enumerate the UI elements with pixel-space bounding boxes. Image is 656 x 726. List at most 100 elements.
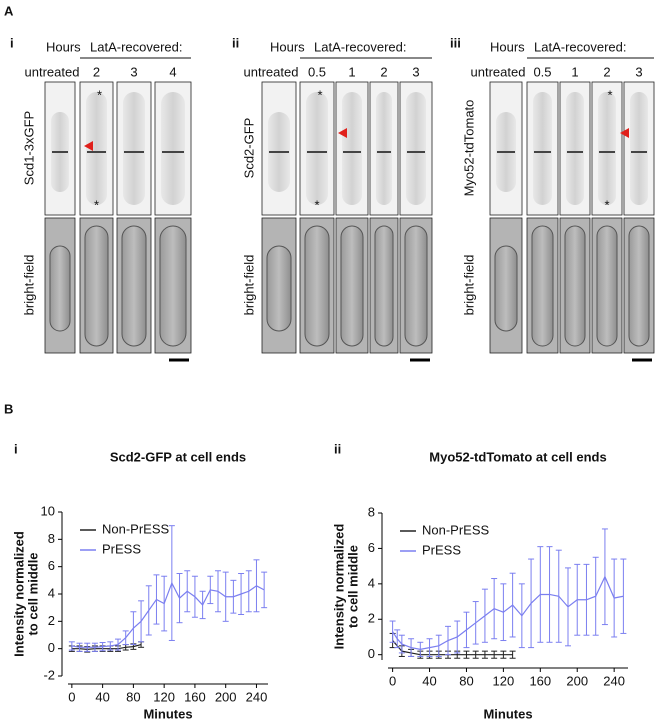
subpanel-label: ii <box>232 35 239 50</box>
subpanel-label: ii <box>334 441 341 456</box>
legend-label: Non-PrESS <box>102 521 170 536</box>
cell <box>596 225 618 347</box>
cell <box>123 92 145 205</box>
cell <box>406 92 426 205</box>
time-label: 1 <box>571 64 578 79</box>
x-tick-label: 200 <box>566 673 588 688</box>
time-label: 0.5 <box>308 64 326 79</box>
y-axis-label: to cell middle <box>345 545 360 628</box>
chart-title: Myo52-tdTomato at cell ends <box>429 449 606 464</box>
cell <box>566 92 584 205</box>
cell <box>533 92 552 205</box>
asterisk: * <box>607 87 612 102</box>
x-tick-label: 240 <box>603 673 625 688</box>
cell <box>564 225 586 347</box>
arrowhead <box>620 128 629 138</box>
cell <box>306 92 328 205</box>
recovered-label: LatA-recovered: <box>314 39 407 54</box>
y-axis-label: to cell middle <box>25 552 40 635</box>
subpanel-label: iii <box>450 35 461 50</box>
cell <box>84 225 109 347</box>
time-label: 0.5 <box>533 64 551 79</box>
x-tick-label: 0 <box>389 673 396 688</box>
brightfield-label: bright-field <box>241 255 256 316</box>
cell <box>161 92 185 205</box>
series-line <box>71 643 142 650</box>
marker-label: Myo52-tdTomato <box>461 100 476 197</box>
cell <box>342 92 362 205</box>
cell <box>86 92 107 205</box>
time-label: 3 <box>130 64 137 79</box>
legend-label: PrESS <box>422 542 461 557</box>
series-line <box>392 640 513 656</box>
arrowhead <box>84 141 93 151</box>
cell <box>266 245 292 332</box>
y-tick-label: 2 <box>368 611 375 626</box>
cell <box>598 92 616 205</box>
arrowhead <box>338 128 347 138</box>
x-tick-label: 160 <box>184 689 206 704</box>
x-tick-label: 80 <box>459 673 473 688</box>
y-tick-label: 6 <box>368 540 375 555</box>
x-tick-label: 200 <box>215 689 237 704</box>
untreated-label: untreated <box>471 64 526 79</box>
asterisk: * <box>94 197 99 212</box>
y-tick-label: 8 <box>368 504 375 519</box>
time-label: 3 <box>635 64 642 79</box>
x-tick-label: 120 <box>153 689 175 704</box>
legend-label: PrESS <box>102 541 141 556</box>
cell <box>376 92 392 205</box>
brightfield-label: bright-field <box>461 255 476 316</box>
y-tick-label: 10 <box>41 503 55 518</box>
time-label: 1 <box>348 64 355 79</box>
hours-label: Hours <box>270 39 305 54</box>
recovered-label: LatA-recovered: <box>534 39 627 54</box>
untreated-label: untreated <box>244 64 299 79</box>
series-line <box>71 581 265 648</box>
x-tick-label: 40 <box>422 673 436 688</box>
x-tick-label: 40 <box>95 689 109 704</box>
brightfield-label: bright-field <box>21 255 36 316</box>
cell <box>374 225 394 347</box>
x-axis-label: Minutes <box>143 706 192 721</box>
y-tick-label: 2 <box>48 613 55 628</box>
cell <box>531 225 554 347</box>
cell <box>121 225 147 347</box>
subpanel-label: i <box>14 441 18 456</box>
cell <box>494 245 518 332</box>
hours-label: Hours <box>490 39 525 54</box>
panel-label: A <box>4 3 14 18</box>
x-axis-label: Minutes <box>483 706 532 721</box>
x-tick-label: 160 <box>529 673 551 688</box>
y-tick-label: 6 <box>48 558 55 573</box>
asterisk: * <box>97 87 102 102</box>
legend-label: Non-PrESS <box>422 522 490 537</box>
cell <box>340 225 364 347</box>
x-tick-label: 0 <box>68 689 75 704</box>
y-tick-label: 4 <box>368 575 375 590</box>
cell <box>630 92 648 205</box>
x-tick-label: 240 <box>246 689 268 704</box>
untreated-label: untreated <box>25 64 80 79</box>
asterisk: * <box>604 197 609 212</box>
cell <box>49 245 71 332</box>
asterisk: * <box>314 197 319 212</box>
y-tick-label: 4 <box>48 585 55 600</box>
panel-label: B <box>4 401 13 416</box>
time-label: 2 <box>380 64 387 79</box>
chart-title: Scd2-GFP at cell ends <box>110 449 246 464</box>
y-tick-label: 0 <box>368 646 375 661</box>
marker-label: Scd2-GFP <box>241 118 256 179</box>
cell <box>404 225 428 347</box>
hours-label: Hours <box>46 39 81 54</box>
subpanel-label: i <box>10 35 14 50</box>
y-axis-label: Intensity normalized <box>331 524 346 650</box>
y-tick-label: 0 <box>48 640 55 655</box>
time-label: 2 <box>93 64 100 79</box>
recovered-label: LatA-recovered: <box>90 39 183 54</box>
y-axis-label: Intensity normalized <box>11 531 26 657</box>
x-tick-label: 80 <box>126 689 140 704</box>
y-tick-label: -2 <box>43 667 55 682</box>
y-tick-label: 8 <box>48 531 55 546</box>
